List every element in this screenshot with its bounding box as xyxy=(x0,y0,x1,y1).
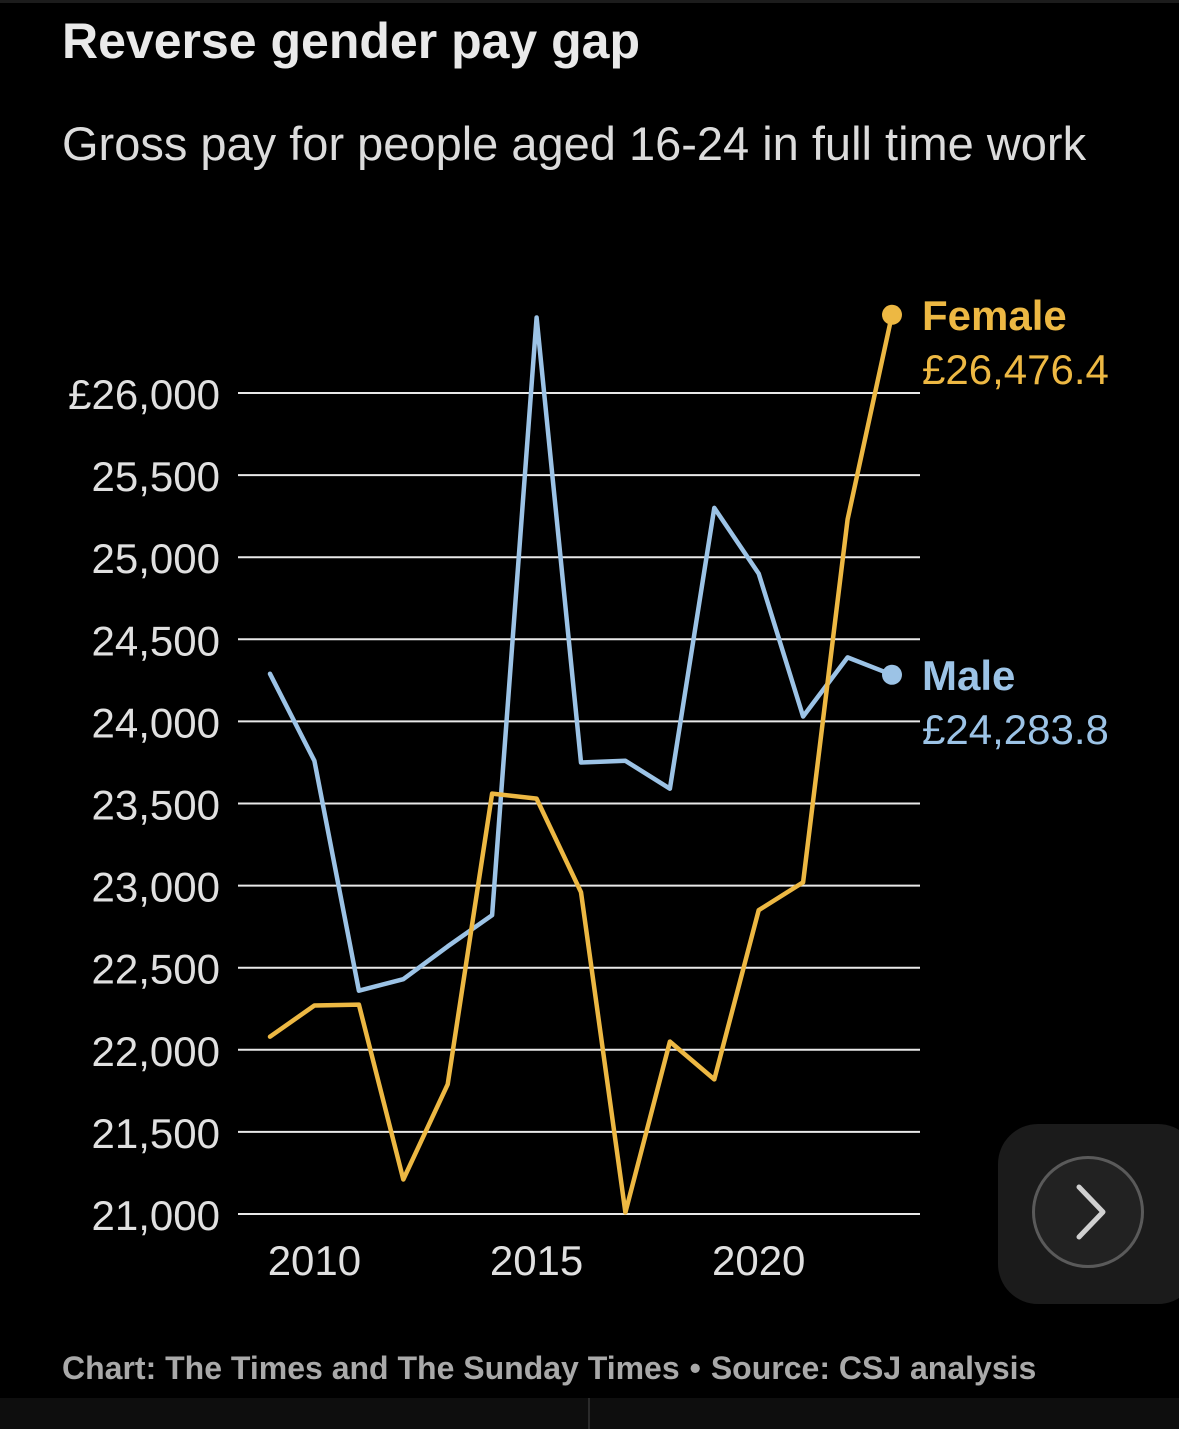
end-marker-female xyxy=(882,304,902,325)
end-marker-male xyxy=(882,664,902,685)
series-line-male xyxy=(267,315,895,993)
y-tick-label: 21,500 xyxy=(92,1110,220,1157)
series-value-label: £26,476.4 xyxy=(922,346,1109,393)
y-tick-label: 21,000 xyxy=(92,1192,220,1239)
top-strip xyxy=(0,0,1179,3)
y-tick-label: 25,500 xyxy=(92,453,220,500)
series-value-label: £24,283.8 xyxy=(922,706,1109,753)
y-tick-label: 22,500 xyxy=(92,946,220,993)
chart-source: Source: CSJ analysis xyxy=(710,1350,1037,1386)
next-button[interactable] xyxy=(1032,1156,1144,1268)
y-tick-label: £26,000 xyxy=(68,371,220,418)
chart-credit: Chart: The Times and The Sunday Times xyxy=(62,1350,680,1386)
series-name-label: Female xyxy=(922,292,1067,339)
series-lines xyxy=(267,304,902,1215)
x-tick-label: 2020 xyxy=(712,1237,805,1284)
line-chart: 21,000 21,500 22,000 22,500 23,000 23,500 24,0… xyxy=(68,292,1109,1284)
y-tick-label: 23,500 xyxy=(92,782,220,829)
y-tick-label: 25,000 xyxy=(92,535,220,582)
y-tick-label: 24,500 xyxy=(92,617,220,664)
series-line-female xyxy=(267,312,895,1215)
chevron-right-icon xyxy=(1076,1184,1106,1240)
x-tick-label: 2015 xyxy=(490,1237,583,1284)
y-axis-ticks: 21,000 21,500 22,000 22,500 23,000 23,500 24,0… xyxy=(68,371,220,1239)
series-name-label: Male xyxy=(922,652,1015,699)
x-axis-ticks: 2010 2015 2020 xyxy=(268,1237,806,1284)
grid-lines xyxy=(238,392,920,1215)
bottom-bar-divider xyxy=(588,1398,590,1429)
chart-title: Reverse gender pay gap xyxy=(62,13,641,69)
x-tick-label: 2010 xyxy=(268,1237,361,1284)
y-tick-label: 24,000 xyxy=(92,699,220,746)
series-end-labels: Female £26,476.4 Male £24,283.8 xyxy=(922,292,1109,753)
footer-separator: • xyxy=(689,1350,701,1386)
y-tick-label: 22,000 xyxy=(92,1028,220,1075)
y-tick-label: 23,000 xyxy=(92,864,220,911)
chart-footer: Chart: The Times and The Sunday Times • So… xyxy=(62,1346,1036,1390)
chart-subtitle: Gross pay for people aged 16-24 in full … xyxy=(62,117,1087,170)
